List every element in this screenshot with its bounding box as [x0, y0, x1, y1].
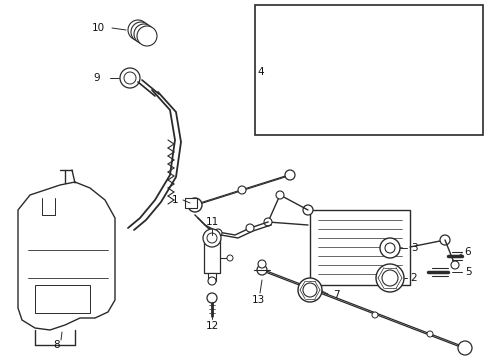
Bar [310, 210, 410, 285]
Text: 10: 10 [92, 23, 104, 33]
Circle shape [137, 26, 157, 46]
Bar [255, 5, 483, 135]
Circle shape [451, 261, 459, 269]
Circle shape [470, 113, 480, 123]
Circle shape [298, 278, 322, 302]
Text: 11: 11 [205, 217, 219, 227]
Text: 9: 9 [94, 73, 100, 83]
Circle shape [372, 65, 378, 71]
Text: 7: 7 [333, 290, 339, 300]
Circle shape [376, 264, 404, 292]
Circle shape [134, 24, 154, 44]
Text: 4: 4 [258, 67, 264, 77]
Circle shape [303, 205, 313, 215]
Circle shape [316, 32, 326, 42]
Circle shape [264, 218, 272, 226]
Bar [208, 273, 216, 281]
Bar [35, 285, 90, 313]
Bar [204, 238, 220, 273]
Circle shape [274, 19, 284, 29]
Circle shape [380, 238, 400, 258]
Circle shape [307, 68, 313, 74]
Text: 8: 8 [54, 340, 60, 350]
Circle shape [124, 72, 136, 84]
Text: 13: 13 [251, 295, 265, 305]
Text: 12: 12 [205, 321, 219, 331]
Circle shape [427, 331, 433, 337]
Circle shape [207, 233, 217, 243]
Text: 1: 1 [172, 195, 178, 205]
Polygon shape [18, 182, 115, 330]
Circle shape [258, 260, 266, 268]
Circle shape [336, 114, 344, 122]
Circle shape [312, 290, 318, 296]
Circle shape [303, 283, 317, 297]
Circle shape [128, 20, 148, 40]
Text: 6: 6 [465, 247, 471, 257]
Circle shape [227, 255, 233, 261]
Circle shape [440, 235, 450, 245]
Circle shape [214, 229, 222, 237]
Circle shape [285, 170, 295, 180]
Circle shape [246, 224, 254, 232]
Circle shape [238, 186, 246, 194]
Circle shape [458, 341, 472, 355]
Circle shape [382, 270, 398, 286]
Circle shape [276, 191, 284, 199]
Text: 5: 5 [465, 267, 471, 277]
Circle shape [207, 293, 217, 303]
Circle shape [120, 68, 140, 88]
Circle shape [427, 85, 433, 91]
Circle shape [208, 277, 216, 285]
Circle shape [385, 243, 395, 253]
Circle shape [131, 22, 151, 42]
Circle shape [257, 265, 267, 275]
Circle shape [188, 198, 202, 212]
Circle shape [372, 312, 378, 318]
Text: 2: 2 [411, 273, 417, 283]
Text: 3: 3 [411, 243, 417, 253]
Circle shape [203, 229, 221, 247]
Bar [185, 198, 197, 208]
